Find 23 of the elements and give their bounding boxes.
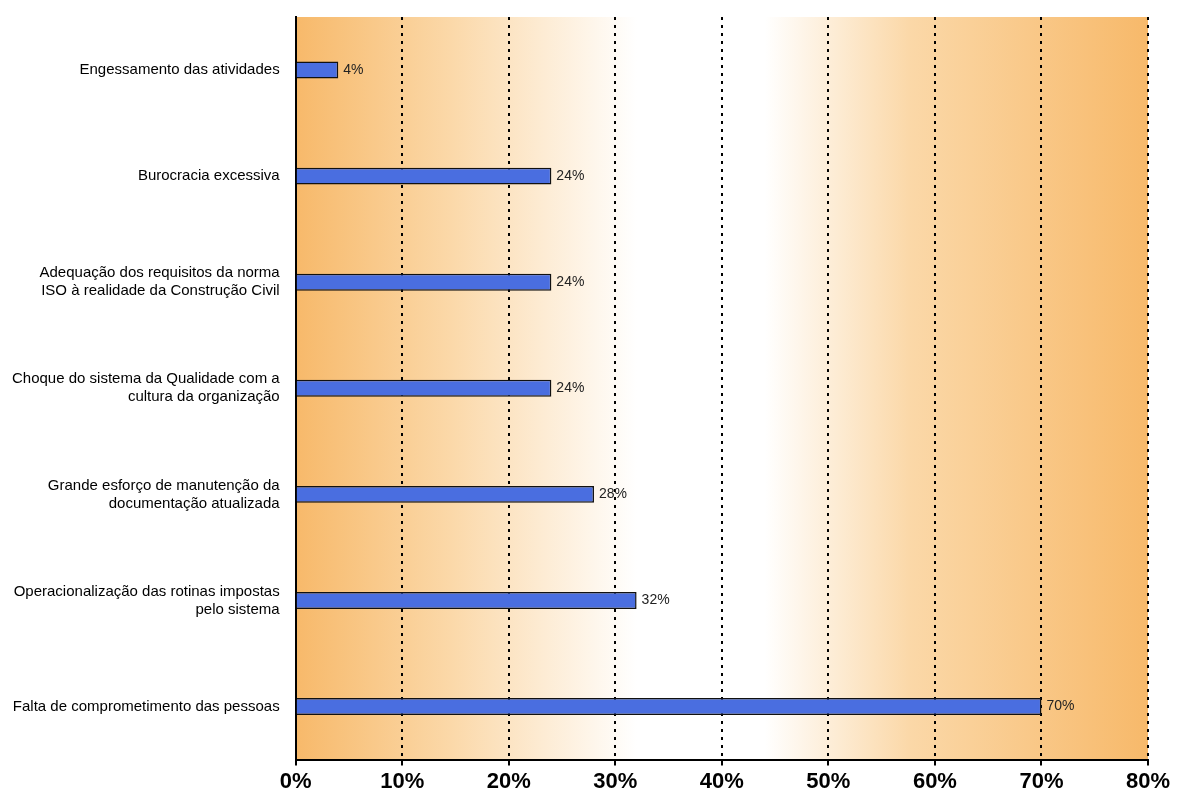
x-tick-label: 30% bbox=[593, 767, 638, 793]
data-label: 24% bbox=[556, 166, 585, 183]
x-tick-label: 50% bbox=[806, 767, 851, 793]
data-label: 24% bbox=[556, 379, 585, 396]
y-tick-label: Falta de comprometimento das pessoas bbox=[12, 696, 280, 714]
data-label: 28% bbox=[598, 485, 628, 502]
y-tick-label: Burocracia excessiva bbox=[137, 166, 281, 184]
x-tick-label: 60% bbox=[912, 767, 957, 793]
data-label: 4% bbox=[343, 60, 364, 77]
x-tick-label: 70% bbox=[1019, 767, 1064, 793]
x-tick-label: 0% bbox=[279, 767, 312, 793]
x-tick-label: 10% bbox=[380, 767, 425, 793]
y-tick-label: Engessamento das atividades bbox=[79, 60, 280, 78]
data-label: 32% bbox=[641, 591, 670, 608]
data-label: 24% bbox=[556, 273, 585, 290]
y-tick-label: Grande esforço de manutenção da documentação atualizada bbox=[47, 475, 281, 511]
y-tick-label: Choque do sistema da Qualidade com a cultura da organização bbox=[11, 369, 281, 405]
y-tick-label: Adequação dos requisitos da norma ISO à realidade da Construção Civil bbox=[39, 263, 281, 299]
data-label: 70% bbox=[1046, 697, 1075, 714]
y-tick-label: Operacionalização das rotinas impostas pelo sistema bbox=[13, 581, 281, 617]
x-tick-label: 20% bbox=[486, 767, 531, 793]
x-tick-label: 80% bbox=[1125, 767, 1171, 793]
x-tick-label: 40% bbox=[699, 767, 744, 793]
